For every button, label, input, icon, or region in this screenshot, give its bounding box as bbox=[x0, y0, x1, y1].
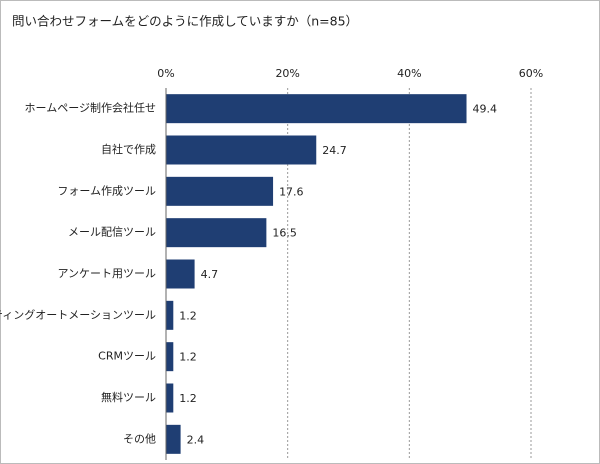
bar bbox=[166, 176, 274, 206]
x-tick-label: 0% bbox=[157, 67, 174, 80]
x-tick-label: 20% bbox=[275, 67, 299, 80]
x-tick-label: 60% bbox=[519, 67, 543, 80]
y-tick-label: フォーム作成ツール bbox=[57, 184, 156, 197]
value-label: 49.4 bbox=[473, 103, 498, 116]
bar bbox=[166, 300, 174, 330]
bar bbox=[166, 342, 174, 372]
bar bbox=[166, 135, 317, 165]
y-tick-label: 無料ツール bbox=[101, 390, 156, 404]
y-tick-label: 自社で作成 bbox=[101, 142, 156, 156]
bar bbox=[166, 94, 467, 124]
value-label: 2.4 bbox=[187, 433, 205, 446]
value-label: 4.7 bbox=[201, 268, 219, 281]
y-tick-label: マーケティングオートメーションツール bbox=[0, 307, 156, 321]
bar bbox=[166, 218, 267, 248]
bar bbox=[166, 383, 174, 413]
value-label: 24.7 bbox=[322, 144, 347, 157]
value-label: 1.2 bbox=[179, 392, 197, 405]
value-label: 1.2 bbox=[179, 309, 197, 322]
chart-title: 問い合わせフォームをどのように作成していますか（n=85） bbox=[12, 14, 358, 29]
x-tick-label: 40% bbox=[397, 67, 421, 80]
bar bbox=[166, 259, 195, 289]
y-tick-label: CRMツール bbox=[98, 350, 156, 363]
value-label: 16.5 bbox=[272, 227, 297, 240]
bar bbox=[166, 424, 181, 454]
y-tick-label: ホームページ制作会社任せ bbox=[25, 101, 156, 115]
value-label: 17.6 bbox=[279, 185, 304, 198]
y-tick-label: メール配信ツール bbox=[68, 226, 156, 239]
value-label: 1.2 bbox=[179, 351, 197, 364]
y-tick-label: その他 bbox=[123, 432, 156, 445]
y-tick-label: アンケート用ツール bbox=[57, 267, 156, 280]
